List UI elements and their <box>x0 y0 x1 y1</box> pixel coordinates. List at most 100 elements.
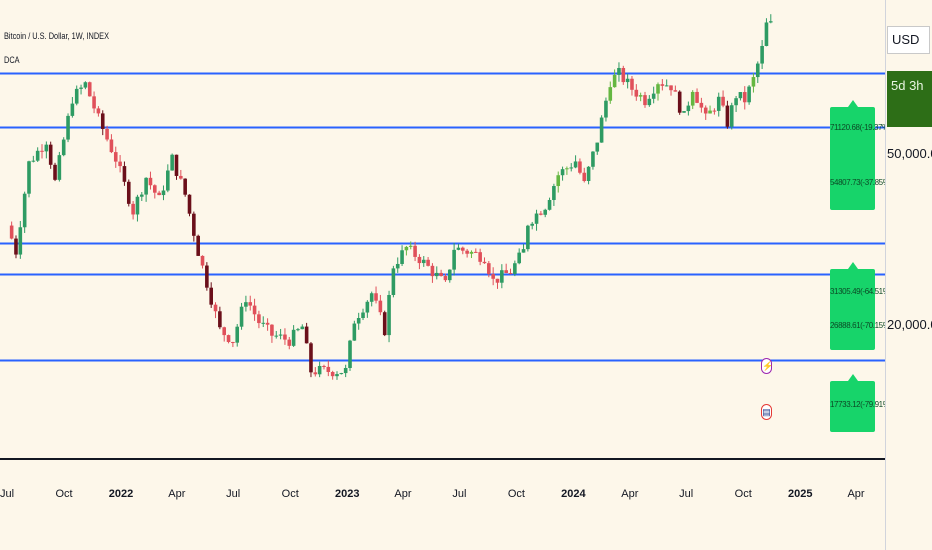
candle-body <box>343 367 348 374</box>
candle-body <box>122 166 127 182</box>
candle-body <box>53 164 57 180</box>
candle-body <box>161 190 166 196</box>
bar-countdown-badge: 5d 3h <box>887 71 932 127</box>
candle-body <box>400 250 404 264</box>
candle-body <box>209 287 213 305</box>
lightning-icon[interactable]: ⚡ <box>761 358 773 374</box>
candle-body <box>625 78 630 83</box>
candle-body <box>734 98 738 106</box>
dca-level-value: 26888.61(-70.15%) <box>830 321 892 330</box>
candle-body <box>547 199 552 210</box>
candle-body <box>413 245 417 257</box>
candle-body <box>768 21 773 23</box>
candle-body <box>699 102 704 108</box>
candle-body <box>361 312 365 319</box>
candle-body <box>573 161 578 168</box>
time-axis-label: Jul <box>0 488 15 500</box>
candle-body <box>495 278 500 283</box>
candle-body <box>335 374 339 377</box>
candle-body <box>170 154 174 171</box>
candle-body <box>452 249 456 270</box>
dca-level-value: 71120.68(-19.37%) <box>830 123 892 132</box>
candle-body <box>677 91 682 113</box>
time-axis-label: Oct <box>734 488 752 500</box>
candle-body <box>521 249 526 253</box>
candle-body <box>491 274 495 279</box>
time-axis-label: Oct <box>507 488 525 500</box>
candle-body <box>274 335 279 337</box>
time-axis[interactable]: Jul Oct 2022 Apr Jul Oct 2023 Apr Jul Oct 2024 Apr J… <box>0 458 885 550</box>
us-flag-icon[interactable]: ▤ <box>761 404 772 420</box>
candle-body <box>656 84 660 94</box>
candle-body <box>218 311 222 328</box>
candle-body <box>439 272 443 277</box>
candlestick-chart[interactable] <box>0 0 885 458</box>
candle-body <box>356 318 361 324</box>
candle-body <box>235 326 240 343</box>
candle-body <box>539 213 543 215</box>
candle-body <box>725 105 730 127</box>
candle-body <box>478 252 482 262</box>
candle-body <box>92 96 96 109</box>
candle-body <box>517 252 521 264</box>
candle-body <box>244 302 248 307</box>
candle-body <box>44 144 49 152</box>
candle-body <box>534 213 539 224</box>
candle-body <box>27 161 31 194</box>
candle-body <box>487 263 491 275</box>
candle-body <box>109 139 114 153</box>
candle-body <box>100 113 105 129</box>
candle-body <box>309 343 313 373</box>
candle-body <box>118 161 122 167</box>
candle-body <box>252 305 257 315</box>
candle-body <box>612 74 617 88</box>
candle-body <box>352 323 357 341</box>
candle-body <box>40 150 44 152</box>
candle-body <box>695 91 699 103</box>
candle-body <box>96 108 101 114</box>
candle-body <box>74 88 79 104</box>
candle-body <box>560 169 565 176</box>
candle-body <box>61 139 66 156</box>
currency-selector[interactable]: USD <box>887 26 930 54</box>
time-axis-label: Oct <box>55 488 73 500</box>
candle-body <box>630 78 634 90</box>
price-label-20000: 20,000.00 <box>887 317 932 332</box>
price-label-50000: 50,000.00 <box>887 146 932 161</box>
candle-body <box>690 91 695 106</box>
indicator-label[interactable]: DCA <box>4 55 20 65</box>
candle-body <box>304 326 309 344</box>
candle-body <box>569 167 574 169</box>
candle-body <box>543 209 548 215</box>
dca-label-box: 17733.12(-79.91%) <box>830 374 892 432</box>
candle-body <box>721 96 725 106</box>
candle-body <box>764 22 769 46</box>
time-axis-label: Apr <box>621 488 639 500</box>
candle-body <box>738 92 743 99</box>
candle-body <box>113 152 118 162</box>
chart-pane[interactable]: Bitcoin / U.S. Dollar, 1W, INDEX DCA <box>0 0 885 458</box>
candle-body <box>139 194 144 197</box>
candle-body <box>57 155 62 180</box>
candle-body <box>417 256 422 264</box>
candle-body <box>595 142 600 152</box>
candle-body <box>552 186 556 200</box>
candle-body <box>153 185 157 193</box>
candle-body <box>430 265 435 277</box>
candle-body <box>469 251 474 254</box>
candle-body <box>179 175 183 179</box>
candle-body <box>716 96 721 111</box>
candle-body <box>634 89 639 97</box>
candle-body <box>647 98 652 106</box>
candle-body <box>434 272 439 277</box>
candle-body <box>174 154 179 176</box>
symbol-title[interactable]: Bitcoin / U.S. Dollar, 1W, INDEX <box>4 31 109 41</box>
candle-body <box>283 334 287 340</box>
candle-body <box>664 85 669 87</box>
candle-body <box>426 259 430 266</box>
candle-body <box>144 177 148 195</box>
time-axis-label: Jul <box>226 488 241 500</box>
candle-body <box>287 339 292 346</box>
time-axis-label: Jul <box>452 488 467 500</box>
time-axis-label: Apr <box>168 488 186 500</box>
